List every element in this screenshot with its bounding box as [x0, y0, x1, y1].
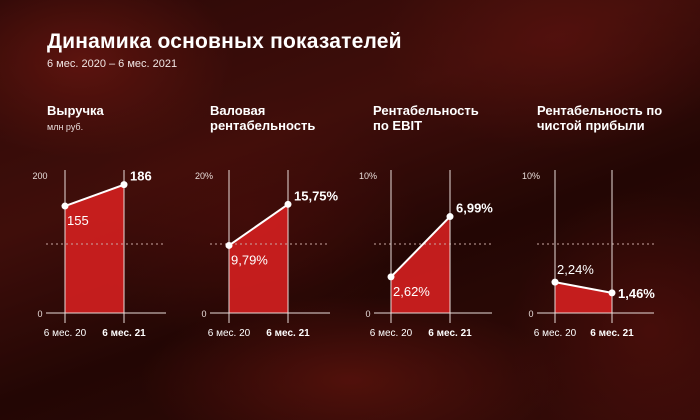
point-end-ebit-margin — [446, 213, 454, 221]
ytick-max-revenue: 200 — [32, 171, 47, 181]
point-start-revenue — [61, 202, 69, 210]
value-label-start-net-margin: 2,24% — [557, 262, 594, 277]
value-label-end-ebit-margin: 6,99% — [456, 201, 493, 216]
bar-area-revenue — [65, 184, 124, 313]
point-end-gross-margin — [284, 200, 292, 208]
bar-area-net-margin — [555, 282, 612, 313]
series-line-gross-margin — [228, 203, 289, 247]
ytick-min-revenue: 0 — [37, 309, 42, 319]
ytick-max-net-margin: 10% — [522, 171, 540, 181]
ytick-max-gross-margin: 20% — [195, 171, 213, 181]
series-line-ebit-margin — [390, 215, 451, 278]
chart-title-net-margin: Рентабельность по чистой прибыли — [537, 103, 663, 133]
ytick-max-ebit-margin: 10% — [359, 171, 377, 181]
point-start-ebit-margin — [387, 273, 395, 281]
series-line-revenue — [64, 183, 125, 207]
ytick-min-ebit-margin: 0 — [365, 309, 370, 319]
chart-unit-revenue: млн руб. — [47, 122, 84, 132]
category-label-start-ebit-margin: 6 мес. 20 — [370, 328, 413, 339]
category-label-start-net-margin: 6 мес. 20 — [534, 328, 577, 339]
value-label-end-gross-margin: 15,75% — [294, 188, 339, 203]
value-label-end-revenue: 186 — [130, 169, 152, 184]
ytick-min-gross-margin: 0 — [201, 309, 206, 319]
value-label-end-net-margin: 1,46% — [618, 286, 655, 301]
value-label-start-ebit-margin: 2,62% — [393, 284, 430, 299]
category-label-end-revenue: 6 мес. 21 — [102, 328, 146, 339]
page-title: Динамика основных показателей — [47, 30, 402, 53]
page-subtitle: 6 мес. 2020 – 6 мес. 2021 — [47, 58, 178, 70]
category-label-end-net-margin: 6 мес. 21 — [590, 328, 634, 339]
chart-title-gross-margin: Валовая рентабельность — [210, 103, 316, 133]
ytick-min-net-margin: 0 — [528, 309, 533, 319]
point-start-net-margin — [551, 278, 559, 286]
bar-area-ebit-margin — [391, 216, 450, 313]
value-label-start-revenue: 155 — [67, 213, 89, 228]
category-label-start-revenue: 6 мес. 20 — [44, 328, 87, 339]
chart-title-revenue: Выручка — [47, 103, 104, 118]
point-start-gross-margin — [225, 241, 233, 249]
value-label-start-gross-margin: 9,79% — [231, 252, 268, 267]
point-end-net-margin — [608, 289, 616, 297]
category-label-end-ebit-margin: 6 мес. 21 — [428, 328, 472, 339]
point-end-revenue — [120, 181, 128, 189]
category-label-end-gross-margin: 6 мес. 21 — [266, 328, 310, 339]
chart-title-ebit-margin: Рентабельность по EBIT — [373, 103, 479, 133]
series-line-net-margin — [554, 281, 613, 294]
bar-area-gross-margin — [229, 204, 288, 313]
category-label-start-gross-margin: 6 мес. 20 — [208, 328, 251, 339]
